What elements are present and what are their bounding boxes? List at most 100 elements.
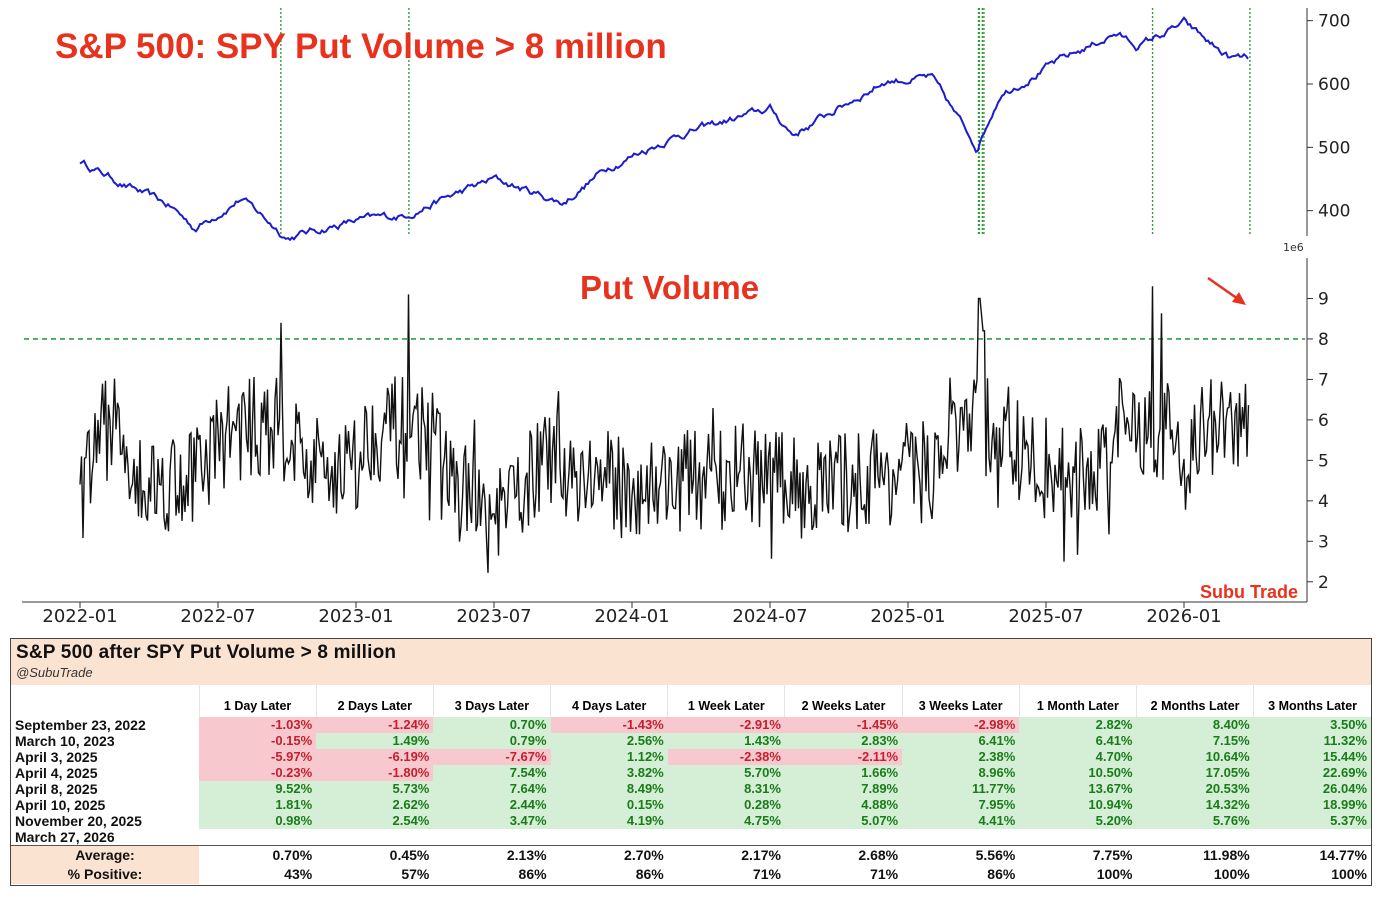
return-cell: 11.77% xyxy=(902,781,1020,797)
return-cell: 4.70% xyxy=(1019,749,1137,765)
positive-row: % Positive: 43% 57% 86% 86% 71% 71% 86% 100% 100%… xyxy=(11,865,1371,884)
return-cell: 7.95% xyxy=(902,797,1020,813)
row-date: April 8, 2025 xyxy=(15,781,98,797)
return-cell: 4.41% xyxy=(902,813,1020,829)
column-header: 2 Days Later xyxy=(315,685,434,717)
charts-canvas: 400 500 600 700 S&P 500: SPY Put Volume > 8… xyxy=(22,8,1350,627)
price-line xyxy=(79,16,1249,242)
return-cell: -1.24% xyxy=(316,717,434,733)
row-date: March 10, 2023 xyxy=(15,733,115,749)
return-cell: -1.45% xyxy=(784,717,903,733)
x-tick-label: 2025-01 xyxy=(870,606,945,627)
return-cell: 5.73% xyxy=(316,781,434,797)
return-cell xyxy=(902,829,1020,846)
volume-y-ticks: 2 3 4 5 6 7 8 9 xyxy=(1307,289,1329,593)
table-column-headers: 1 Day Later 2 Days Later 3 Days Later 4 Day… xyxy=(11,685,1371,717)
returns-table-panel: S&P 500 after SPY Put Volume > 8 million… xyxy=(10,638,1372,886)
return-cell: -1.80% xyxy=(316,765,434,781)
return-cell: 10.94% xyxy=(1019,797,1137,813)
return-cell xyxy=(550,829,668,846)
table-title: S&P 500 after SPY Put Volume > 8 million xyxy=(16,642,397,663)
positive-row-cell: 100% xyxy=(1331,866,1367,882)
x-tick-label: 2024-07 xyxy=(732,606,807,627)
return-cell: 7.89% xyxy=(784,781,903,797)
return-cell: 11.32% xyxy=(1253,733,1371,749)
volume-y-tick-label: 4 xyxy=(1318,492,1329,512)
table-row: April 8, 2025 9.52% 5.73% 7.64% 8.49% 8.31% 7.… xyxy=(11,781,1371,797)
volume-panel: 2 3 4 5 6 7 8 9 1e6 2022-01 2022-07 2023-01 2023-0… xyxy=(22,241,1329,627)
return-cell: 5.70% xyxy=(667,765,785,781)
average-row: Average: 0.70% 0.45% 2.13% 2.70% 2.17% 2.68% 5.… xyxy=(11,845,1371,865)
column-header: 2 Weeks Later xyxy=(784,685,903,717)
average-row-cell: 0.70% xyxy=(199,845,317,865)
arrow-icon xyxy=(1207,276,1246,305)
price-y-tick-label: 400 xyxy=(1318,202,1350,222)
average-row-cell: 11.98% xyxy=(1136,845,1254,865)
return-cell: 26.04% xyxy=(1253,781,1371,797)
average-row-cell: 2.68% xyxy=(784,845,903,865)
return-cell: 5.07% xyxy=(784,813,903,829)
return-cell xyxy=(784,829,903,846)
return-cell: 2.83% xyxy=(784,733,903,749)
return-cell: 13.67% xyxy=(1019,781,1137,797)
return-cell: 2.62% xyxy=(316,797,434,813)
return-cell: 0.15% xyxy=(550,797,668,813)
x-tick-label: 2023-07 xyxy=(456,606,531,627)
return-cell: 8.96% xyxy=(902,765,1020,781)
positive-row-cell: 86% xyxy=(518,866,547,882)
return-cell: 9.52% xyxy=(199,781,317,797)
return-cell xyxy=(667,829,785,846)
return-cell: 0.28% xyxy=(667,797,785,813)
return-cell: 2.44% xyxy=(433,797,551,813)
row-date: September 23, 2022 xyxy=(15,717,146,733)
return-cell: -2.98% xyxy=(902,717,1020,733)
return-cell: 14.32% xyxy=(1136,797,1254,813)
return-cell: 6.41% xyxy=(902,733,1020,749)
x-tick-label: 2026-01 xyxy=(1146,606,1221,627)
x-tick-label: 2024-01 xyxy=(594,606,669,627)
return-cell: 0.79% xyxy=(433,733,551,749)
column-header: 4 Days Later xyxy=(550,685,668,717)
column-header: 3 Weeks Later xyxy=(901,685,1020,717)
volume-y-tick-label: 3 xyxy=(1318,532,1329,552)
average-row-cell: 2.70% xyxy=(550,845,668,865)
price-y-tick-label: 700 xyxy=(1318,12,1350,32)
positive-row-cell: 57% xyxy=(401,866,430,882)
x-tick-label: 2023-01 xyxy=(318,606,393,627)
return-cell: 1.43% xyxy=(667,733,785,749)
positive-row-label: % Positive: xyxy=(11,865,199,884)
return-cell: -2.38% xyxy=(667,749,785,765)
return-cell: 3.82% xyxy=(550,765,668,781)
row-date: March 27, 2026 xyxy=(15,829,115,845)
return-cell: 2.56% xyxy=(550,733,668,749)
volume-y-tick-label: 9 xyxy=(1318,289,1329,309)
return-cell: 1.49% xyxy=(316,733,434,749)
volume-y-tick-label: 8 xyxy=(1318,330,1329,350)
return-cell xyxy=(316,829,434,846)
return-cell: 8.31% xyxy=(667,781,785,797)
average-row-cell: 14.77% xyxy=(1253,845,1371,865)
return-cell: 0.70% xyxy=(433,717,551,733)
return-cell: 3.50% xyxy=(1253,717,1371,733)
positive-row-cell: 71% xyxy=(870,866,899,882)
average-row-label: Average: xyxy=(11,845,199,865)
x-tick-label: 2025-07 xyxy=(1008,606,1083,627)
price-y-ticks: 400 500 600 700 xyxy=(1307,12,1350,222)
return-cell xyxy=(199,829,317,846)
table-subtitle: @SubuTrade xyxy=(16,665,93,680)
average-row-cell: 7.75% xyxy=(1019,845,1137,865)
return-cell: 5.76% xyxy=(1136,813,1254,829)
column-header: 3 Days Later xyxy=(432,685,551,717)
volume-chart-title: Put Volume xyxy=(580,269,759,306)
positive-row-cell: 86% xyxy=(987,866,1016,882)
return-cell xyxy=(433,829,551,846)
price-y-tick-label: 500 xyxy=(1318,138,1350,158)
price-y-tick-label: 600 xyxy=(1318,75,1350,95)
price-panel: 400 500 600 700 S&P 500: SPY Put Volume > 8… xyxy=(55,8,1350,242)
watermark: Subu Trade xyxy=(1200,582,1298,602)
return-cell: 0.98% xyxy=(199,813,317,829)
column-header: 1 Day Later xyxy=(198,685,317,717)
table-row: November 20, 2025 0.98% 2.54% 3.47% 4.19% 4.7… xyxy=(11,813,1371,829)
volume-y-tick-label: 7 xyxy=(1318,370,1329,390)
table-row: March 27, 2026 xyxy=(11,829,1371,846)
